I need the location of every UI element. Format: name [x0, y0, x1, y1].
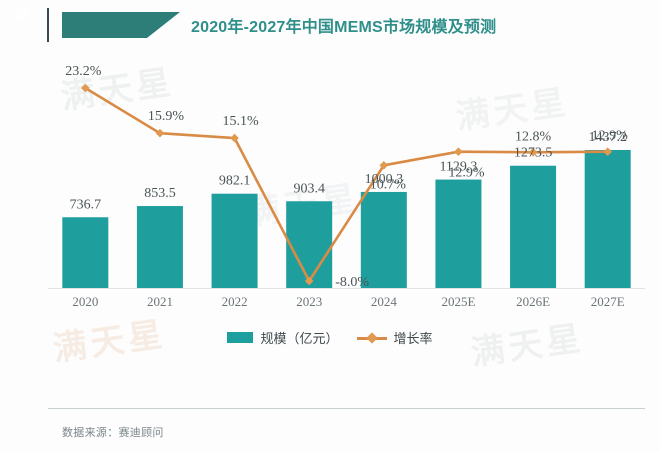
bar: [62, 217, 109, 288]
x-axis-tick-2026E: 2026E: [516, 294, 551, 309]
growth-rate-line: [84, 86, 610, 283]
growth-rate-label: 23.2%: [65, 64, 102, 79]
bar: [584, 150, 631, 288]
growth-rate-label: 12.9%: [592, 129, 629, 144]
footer-divider: [48, 408, 645, 409]
bar: [286, 201, 333, 288]
bar: [510, 165, 557, 288]
bar-value-label: 853.5: [144, 186, 176, 201]
x-axis-labels: 2020 2021 2022 2023 2024 2025E 2026E 2027E: [48, 294, 648, 318]
line-marker: [230, 133, 239, 143]
legend-line-swatch: [356, 332, 387, 343]
bar-value-labels: 736.7 853.5 982.1 903.4 1000.3 1129.3 1273.5 14…: [70, 130, 627, 212]
legend-bar-label: 规模（亿元）: [260, 331, 339, 346]
bar-series: [62, 150, 631, 288]
bar-value-label: 736.7: [70, 197, 102, 212]
header-accent-rule: [47, 8, 49, 42]
line-marker: [81, 83, 90, 93]
bar-value-label: 1129.3: [439, 160, 477, 175]
bar-value-label: 1273.5: [514, 146, 553, 161]
growth-rate-label: 12.9%: [448, 166, 485, 181]
chart-header: 图 3 2020年-2027年中国MEMS市场规模及预测: [0, 0, 660, 56]
x-axis-tick-2021: 2021: [146, 294, 173, 309]
x-axis-tick-2025E: 2025E: [441, 294, 476, 309]
bar-value-label: 1437.2: [588, 130, 627, 145]
growth-rate-label: -8.0%: [335, 275, 369, 290]
bar: [435, 179, 482, 288]
chart-legend: 规模（亿元） 增长率: [0, 328, 660, 347]
plot-area: 736.7 853.5 982.1 903.4 1000.3 1129.3 1273.5 14…: [0, 56, 660, 306]
x-axis-tick-2027E: 2027E: [590, 294, 625, 309]
figure-badge: [62, 12, 180, 38]
legend-bar-swatch: [227, 332, 254, 343]
line-marker: [304, 276, 314, 286]
line-marker: [528, 148, 538, 157]
growth-rate-label: 10.7%: [370, 177, 407, 192]
growth-rate-label: 15.9%: [148, 109, 185, 124]
legend-item-line[interactable]: 增长率: [356, 328, 433, 347]
x-axis-tick-2024: 2024: [370, 294, 397, 309]
figure-badge-label: 图 3: [16, 6, 45, 22]
bar-value-label: 1000.3: [365, 172, 404, 187]
data-source-note: 数据来源：赛迪顾问: [62, 427, 164, 439]
growth-rate-label: 12.8%: [515, 129, 552, 144]
page-title: 2020年-2027年中国MEMS市场规模及预测: [191, 19, 497, 36]
growth-rate-labels: 23.2% 15.9% 15.1% -8.0% 10.7% 12.9% 12.8% 12.9%: [65, 64, 628, 290]
legend-line-label: 增长率: [393, 331, 433, 346]
line-marker: [454, 147, 463, 157]
line-marker: [603, 147, 612, 157]
x-axis-line: [48, 288, 645, 289]
x-axis-tick-2020: 2020: [72, 294, 99, 309]
bar: [136, 206, 183, 288]
growth-rate-label: 15.1%: [222, 114, 259, 129]
bar: [360, 191, 407, 288]
bar-value-label: 903.4: [293, 181, 325, 196]
bar-value-label: 982.1: [219, 174, 251, 189]
x-axis-tick-2023: 2023: [296, 294, 323, 309]
legend-item-bar[interactable]: 规模（亿元）: [227, 328, 339, 347]
x-axis-tick-2022: 2022: [221, 294, 248, 309]
bar: [211, 193, 258, 288]
growth-rate-markers: [81, 83, 612, 286]
chart-svg: 736.7 853.5 982.1 903.4 1000.3 1129.3 1273.5 14…: [62, 64, 631, 290]
